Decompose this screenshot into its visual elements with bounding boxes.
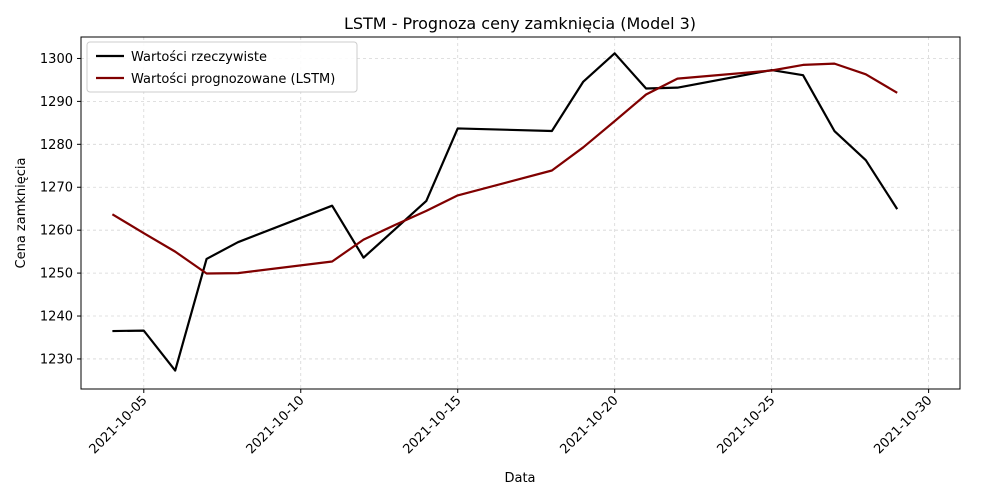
y-tick-label: 1270 bbox=[40, 181, 73, 196]
chart-title: LSTM - Prognoza ceny zamknięcia (Model 3… bbox=[344, 14, 696, 33]
legend: Wartości rzeczywiste Wartości prognozowa… bbox=[86, 41, 358, 93]
x-axis: 2021-10-05 2021-10-10 2021-10-15 2021-10-20… bbox=[87, 389, 935, 457]
y-tick-label: 1290 bbox=[40, 95, 73, 110]
series-line-actual bbox=[112, 52, 899, 372]
x-tick-label: 2021-10-30 bbox=[871, 393, 935, 457]
y-tick-label: 1300 bbox=[40, 52, 73, 67]
y-tick-label: 1230 bbox=[40, 352, 73, 367]
y-axis-title: Cena zamknięcia bbox=[14, 158, 29, 269]
x-tick-label: 2021-10-10 bbox=[244, 393, 308, 457]
y-axis: 1230 1240 1250 1260 1270 1280 1290 1300 bbox=[40, 52, 81, 367]
x-tick-label: 2021-10-05 bbox=[87, 393, 151, 457]
y-tick-label: 1260 bbox=[40, 224, 73, 239]
plot-frame bbox=[80, 36, 961, 390]
y-tick-label: 1280 bbox=[40, 138, 73, 153]
x-tick-label: 2021-10-15 bbox=[401, 393, 465, 457]
y-tick-label: 1250 bbox=[40, 267, 73, 282]
legend-label-predicted: Wartości prognozowane (LSTM) bbox=[131, 72, 335, 87]
legend-box bbox=[86, 41, 358, 93]
series-line-predicted bbox=[111, 62, 898, 275]
x-tick-label: 2021-10-20 bbox=[557, 393, 621, 457]
y-tick-label: 1240 bbox=[40, 310, 73, 325]
x-tick-label: 2021-10-25 bbox=[714, 393, 778, 457]
x-axis-title: Data bbox=[504, 471, 535, 486]
series-layer bbox=[111, 52, 899, 372]
legend-label-actual: Wartości rzeczywiste bbox=[131, 50, 267, 65]
